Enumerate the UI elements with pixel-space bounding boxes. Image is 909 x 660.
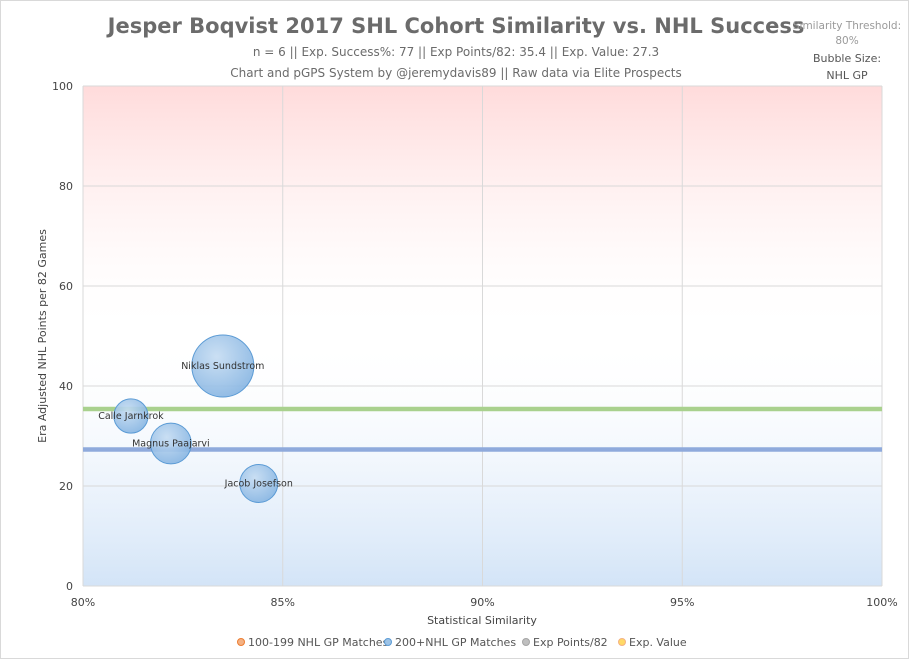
legend-marker — [618, 638, 626, 646]
bubble-point[interactable] — [191, 334, 255, 398]
bubble-point[interactable] — [113, 398, 149, 434]
x-tick-label: 85% — [271, 596, 295, 609]
bubble-data-label: Niklas Sundstrom — [181, 361, 264, 372]
legend-label: Exp Points/82 — [533, 636, 608, 649]
y-tick-label: 80 — [59, 180, 73, 193]
x-tick-label: 80% — [71, 596, 95, 609]
x-axis-title: Statistical Similarity — [427, 614, 537, 627]
y-tick-label: 40 — [59, 380, 73, 393]
chart-subtitle-credits: Chart and pGPS System by @jeremydavis89 … — [230, 66, 682, 80]
y-tick-label: 60 — [59, 280, 73, 293]
similarity-threshold-value: 80% — [835, 35, 858, 47]
x-tick-label: 100% — [866, 596, 897, 609]
bubbles: Niklas Sundstrom Calle Jarnkrok Magnus Paa… — [98, 334, 293, 503]
y-axis-title: Era Adjusted NHL Points per 82 Games — [36, 229, 49, 443]
x-tick-label: 90% — [470, 596, 494, 609]
legend: 100-199 NHL GP Matches 200+NHL GP Matches… — [237, 636, 687, 649]
legend-label: 200+NHL GP Matches — [395, 636, 516, 649]
x-tick-label: 95% — [670, 596, 694, 609]
y-tick-label: 0 — [66, 580, 73, 593]
y-tick-label: 100 — [52, 80, 73, 93]
legend-marker — [237, 638, 245, 646]
reference-lines — [83, 406, 882, 452]
legend-marker — [384, 638, 392, 646]
bubble-point[interactable] — [239, 464, 279, 503]
bubble-size-label: Bubble Size: — [813, 52, 881, 65]
legend-marker — [522, 638, 530, 646]
chart-title: Jesper Boqvist 2017 SHL Cohort Similarit… — [106, 14, 805, 38]
similarity-threshold-label: Similarity Threshold: — [793, 20, 901, 32]
bubble-data-label: Magnus Paajarvi — [132, 439, 210, 450]
bubble-data-label: Jacob Josefson — [224, 479, 293, 490]
chart-subtitle-stats: n = 6 || Exp. Success%: 77 || Exp Points… — [253, 45, 659, 59]
bubble-point[interactable] — [149, 422, 192, 465]
axis-ticks: 0 20 40 60 80 100 80% 85% 90% 95% 100% — [52, 80, 898, 609]
bubble-data-label: Calle Jarnkrok — [98, 411, 164, 422]
y-tick-label: 20 — [59, 480, 73, 493]
bubble-size-value: NHL GP — [826, 69, 868, 82]
legend-label: 100-199 NHL GP Matches — [248, 636, 389, 649]
legend-label: Exp. Value — [629, 636, 687, 649]
